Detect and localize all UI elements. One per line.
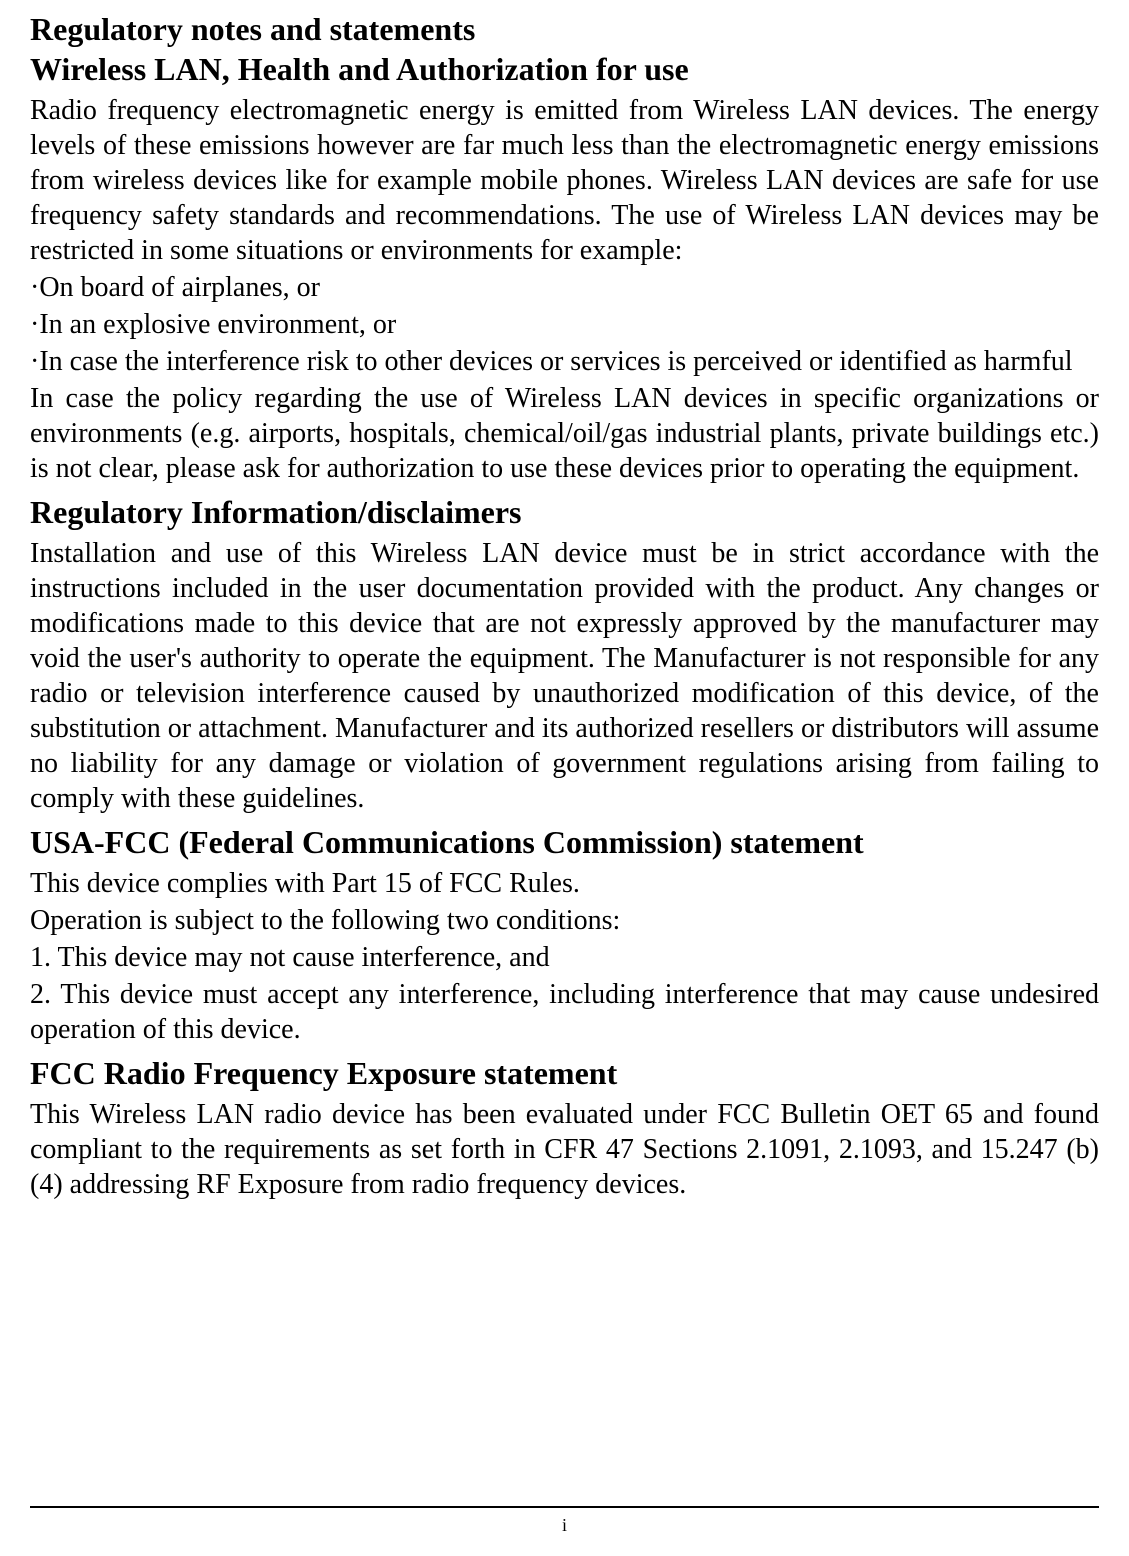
heading-wireless-lan: Wireless LAN, Health and Authorization f… bbox=[30, 50, 1099, 88]
paragraph-installation: Installation and use of this Wireless LA… bbox=[30, 536, 1099, 816]
heading-rf-exposure: FCC Radio Frequency Exposure statement bbox=[30, 1053, 1099, 1093]
page-number: i bbox=[0, 1515, 1129, 1536]
heading-fcc-statement: USA-FCC (Federal Communications Commissi… bbox=[30, 822, 1099, 862]
paragraph-conditions: Operation is subject to the following tw… bbox=[30, 903, 1099, 938]
bullet-airplanes: ·On board of airplanes, or bbox=[30, 270, 1099, 305]
paragraph-rf-exposure: This Wireless LAN radio device has been … bbox=[30, 1097, 1099, 1202]
paragraph-compliance: This device complies with Part 15 of FCC… bbox=[30, 866, 1099, 901]
heading-regulatory-notes: Regulatory notes and statements bbox=[30, 10, 1099, 48]
paragraph-policy: In case the policy regarding the use of … bbox=[30, 381, 1099, 486]
footer-divider bbox=[30, 1506, 1099, 1508]
paragraph-intro: Radio frequency electromagnetic energy i… bbox=[30, 93, 1099, 268]
bullet-explosive: ·In an explosive environment, or bbox=[30, 307, 1099, 342]
heading-disclaimers: Regulatory Information/disclaimers bbox=[30, 492, 1099, 532]
paragraph-condition2: 2. This device must accept any interfere… bbox=[30, 977, 1099, 1047]
paragraph-condition1: 1. This device may not cause interferenc… bbox=[30, 940, 1099, 975]
bullet-interference: ·In case the interference risk to other … bbox=[30, 344, 1099, 379]
